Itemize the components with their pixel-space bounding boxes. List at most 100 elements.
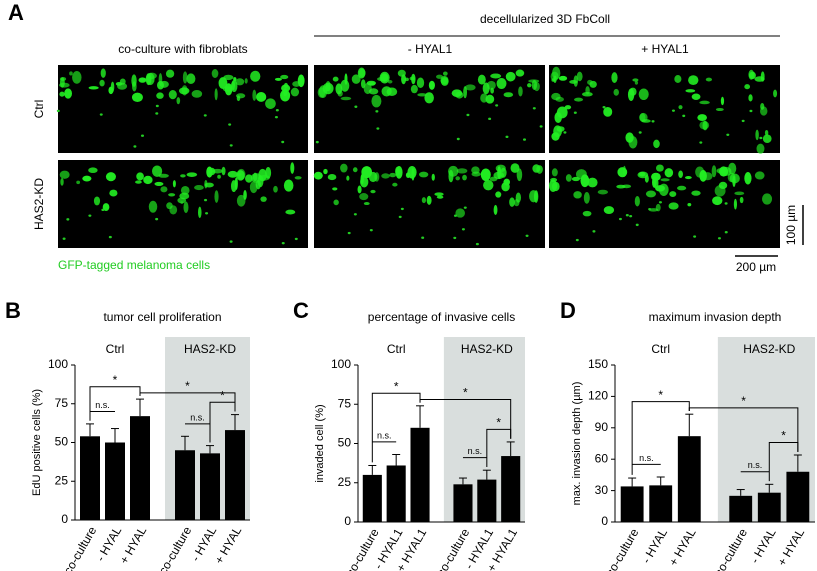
cell (59, 77, 67, 81)
cell (66, 218, 70, 221)
cell (759, 136, 763, 140)
cell (744, 84, 751, 90)
cell (387, 80, 393, 84)
cell (539, 125, 543, 128)
cell (482, 82, 490, 95)
cell (138, 77, 147, 83)
cell (211, 69, 219, 78)
y-tick-label: 50 (338, 436, 352, 450)
cell (711, 165, 717, 178)
cell (739, 196, 744, 204)
cell (726, 133, 730, 136)
cell (587, 79, 593, 85)
cell (431, 173, 435, 181)
cell (635, 223, 639, 227)
cell (603, 206, 615, 214)
cell (72, 70, 82, 84)
cell (682, 114, 686, 118)
bar (501, 456, 521, 522)
cell (255, 92, 267, 102)
significance-bracket (209, 401, 236, 443)
cell (333, 199, 339, 206)
y-tick-label: 0 (344, 514, 351, 528)
cell (505, 135, 509, 139)
y-tick-label: 150 (588, 357, 608, 371)
cell (712, 196, 723, 206)
cell (490, 73, 502, 79)
cell (351, 74, 361, 84)
cell (532, 164, 541, 173)
micrograph (549, 160, 780, 248)
bar (386, 465, 406, 522)
group-label: HAS2-KD (184, 342, 236, 356)
y-tick-label: 75 (338, 396, 352, 410)
cell (275, 109, 279, 112)
cell (744, 172, 752, 185)
cell (281, 84, 291, 92)
cell (671, 109, 675, 112)
cell (359, 193, 369, 201)
cell (100, 68, 106, 78)
cell (109, 189, 118, 197)
cell (583, 192, 590, 204)
cell (315, 140, 319, 144)
cell (400, 207, 404, 211)
cell (455, 176, 460, 181)
cell (651, 172, 661, 181)
cell (648, 207, 652, 211)
cell (456, 137, 460, 141)
cell (493, 204, 498, 216)
cell (629, 214, 633, 218)
cell (466, 113, 470, 117)
cell (569, 80, 578, 84)
row-label: Ctrl (32, 100, 46, 119)
cell (156, 92, 164, 99)
scale-label: 100 µm (784, 205, 798, 245)
cell (465, 84, 476, 91)
cell (360, 176, 369, 188)
cell (587, 177, 598, 188)
cell (82, 175, 92, 182)
cell (533, 190, 539, 203)
significance-label: n.s. (95, 400, 110, 410)
bar (757, 492, 781, 522)
cell (434, 192, 444, 196)
cell (395, 166, 403, 179)
cell (451, 89, 463, 97)
cell (64, 88, 73, 99)
cell (632, 78, 639, 82)
cell (697, 114, 707, 121)
cell (204, 179, 208, 189)
x-tick-label: co-culture (603, 526, 642, 571)
header: decellularized 3D FbColl (480, 12, 610, 26)
cell (234, 177, 238, 190)
significance-label: * (113, 373, 118, 387)
cell (245, 174, 253, 183)
bar (225, 430, 245, 520)
cell (762, 134, 772, 144)
cell (762, 193, 773, 205)
cell (155, 217, 159, 221)
significance-label: * (781, 429, 786, 443)
bar (649, 485, 673, 522)
column-label: - HYAL1 (408, 42, 453, 56)
cell (409, 76, 415, 81)
cell (421, 236, 425, 239)
cell (375, 110, 379, 113)
cell (165, 69, 175, 78)
bar (620, 486, 644, 522)
cell (340, 96, 352, 101)
cell (102, 203, 110, 212)
cell (622, 165, 626, 177)
cell (483, 179, 494, 191)
cell (60, 178, 64, 186)
cell (678, 105, 683, 110)
cell (551, 132, 560, 141)
significance-label: * (463, 386, 468, 400)
chart-title: percentage of invasive cells (368, 310, 515, 324)
bar (453, 484, 473, 522)
cell (221, 166, 226, 176)
cell (294, 237, 298, 241)
significance-label: n.s. (190, 412, 205, 422)
